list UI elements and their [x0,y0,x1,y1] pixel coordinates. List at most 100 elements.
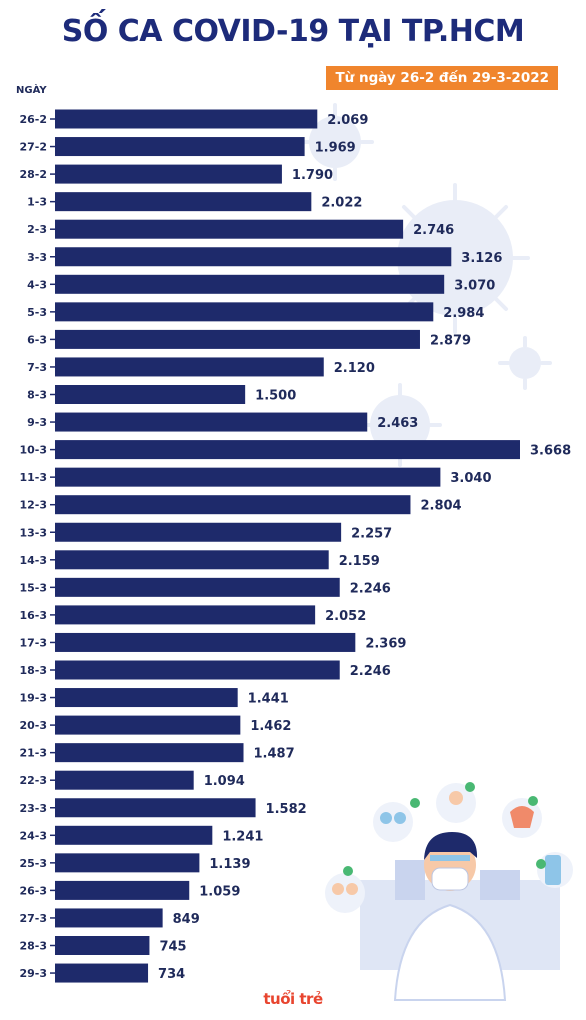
bar [55,274,445,294]
value-label: 1.790 [292,168,333,183]
value-label: 1.094 [204,774,245,789]
category-label: 11-3 [19,471,47,484]
bar-row-23-3: 23-3 1.582 [19,798,307,818]
bar-row-17-3: 17-3 2.369 [19,632,406,652]
category-label: 27-3 [19,912,47,925]
category-label: 17-3 [19,636,47,649]
bar-row-25-3: 25-3 1.139 [19,853,251,873]
bar-row-3-3: 3-3 3.126 [27,247,502,267]
category-label: 21-3 [19,747,47,760]
value-label: 1.241 [222,829,263,844]
value-label: 849 [173,912,200,927]
value-label: 2.463 [377,416,418,431]
value-label: 1.969 [315,141,356,156]
bar-row-26-2: 26-2 2.069 [19,109,368,129]
category-label: 7-3 [27,361,47,374]
value-label: 734 [158,967,185,982]
bar-row-24-3: 24-3 1.241 [19,825,263,845]
category-label: 15-3 [19,581,47,594]
category-label: 24-3 [19,829,47,842]
bar [55,825,213,845]
bar [55,577,340,597]
bar [55,302,434,322]
category-label: 27-2 [19,141,47,154]
bar [55,385,246,404]
bar [55,632,356,652]
bar [55,192,312,212]
bar-row-18-3: 18-3 2.246 [19,660,391,680]
date-range-badge: Từ ngày 26-2 đến 29-3-2022 [326,66,558,90]
bar-row-7-3: 7-3 2.120 [27,357,375,377]
value-label: 2.804 [420,499,461,514]
bar [55,357,324,377]
value-label: 1.500 [255,389,296,404]
value-label: 2.246 [350,581,391,596]
bar [55,880,190,900]
value-label: 1.487 [254,747,295,762]
bar-row-29-3: 29-3 734 [19,963,185,983]
category-label: 8-3 [27,389,47,402]
value-label: 1.139 [209,857,250,872]
value-label: 1.059 [199,884,240,899]
bar-row-12-3: 12-3 2.804 [19,495,462,515]
bar [55,412,368,432]
bar-row-11-3: 11-3 3.040 [19,467,492,487]
bar [55,247,452,267]
bar [55,495,411,515]
bar-row-27-2: 27-2 1.969 [19,137,356,157]
category-label: 28-2 [19,168,47,181]
bar-row-9-3: 9-3 2.463 [27,412,418,432]
bar [55,109,318,129]
bar-row-1-3: 1-3 2.022 [27,192,362,212]
brand-logo: tuổi trẻ [263,990,323,1008]
category-label: 10-3 [19,444,47,457]
virus-spikes-icon [296,103,552,467]
bar [55,219,404,239]
bar [55,329,420,349]
value-label: 2.069 [327,113,368,128]
value-label: 3.668 [530,444,571,459]
category-label: 19-3 [19,692,47,705]
bar [55,605,316,625]
value-label: 3.126 [461,251,502,266]
bar-row-8-3: 8-3 1.500 [27,385,296,404]
bar [55,137,305,157]
value-label: 1.582 [266,802,307,817]
bar [55,467,441,487]
bar-row-21-3: 21-3 1.487 [19,743,295,763]
value-label: 1.441 [248,692,289,707]
value-label: 2.246 [350,664,391,679]
bar [55,963,149,983]
bar [55,550,329,570]
date-column-header: NGÀY [16,85,47,96]
bar-row-22-3: 22-3 1.094 [19,770,245,790]
bar [55,743,244,763]
value-label: 3.070 [454,278,495,293]
value-label: 2.369 [365,636,406,651]
value-label: 2.052 [325,609,366,624]
category-label: 20-3 [19,719,47,732]
category-label: 2-3 [27,223,47,236]
category-label: 16-3 [19,609,47,622]
bar [55,908,163,928]
bar [55,522,342,542]
bar [55,688,238,708]
bar [55,660,340,680]
category-label: 25-3 [19,857,47,870]
value-label: 2.746 [413,223,454,238]
category-label: 5-3 [27,306,47,319]
bar-row-27-3: 27-3 849 [19,908,200,928]
category-label: 4-3 [27,278,47,291]
value-label: 745 [159,940,186,955]
category-label: 9-3 [27,416,47,429]
bar-row-6-3: 6-3 2.879 [27,329,471,349]
category-label: 22-3 [19,774,47,787]
check-icons [343,782,546,876]
value-label: 1.462 [250,719,291,734]
category-label: 29-3 [19,967,47,980]
bar-row-4-3: 4-3 3.070 [27,274,495,294]
bar [55,936,150,955]
